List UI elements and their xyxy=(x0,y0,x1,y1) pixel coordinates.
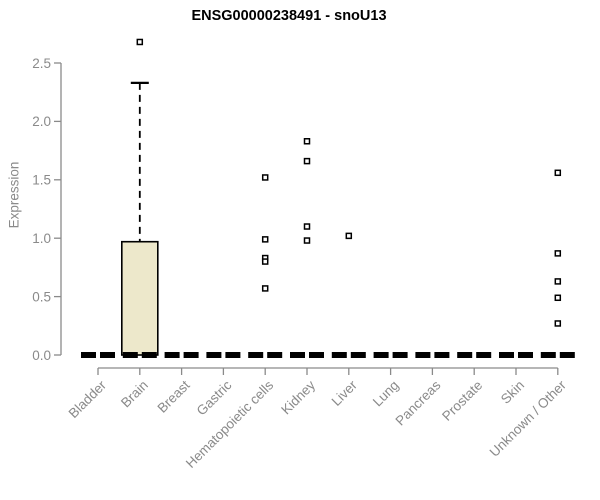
x-tick-label-gastric: Gastric xyxy=(194,377,235,418)
outlier-point xyxy=(136,38,144,46)
x-tick-label-breast: Breast xyxy=(155,377,193,415)
box-rect xyxy=(121,240,159,356)
x-tick-label-lung: Lung xyxy=(370,378,402,410)
y-tick-label: 1.5 xyxy=(32,173,51,188)
y-tick-label: 0.0 xyxy=(32,348,51,363)
outlier-point xyxy=(261,174,269,181)
outlier-point xyxy=(554,294,562,302)
x-tick-label-pancreas: Pancreas xyxy=(393,377,444,428)
y-axis-title: Expression xyxy=(6,161,22,229)
outlier-point xyxy=(303,138,311,145)
x-tick-label-brain: Brain xyxy=(118,378,151,411)
outlier-point xyxy=(554,250,562,257)
outlier-point xyxy=(261,285,269,292)
x-tick-label-bladder: Bladder xyxy=(66,377,110,421)
x-tick-label-prostate: Prostate xyxy=(439,378,485,424)
x-tick-label-skin: Skin xyxy=(498,378,527,407)
x-tick-label-unknown-other: Unknown / Other xyxy=(487,377,570,460)
y-tick-label: 2.5 xyxy=(32,56,51,71)
y-tick-label: 1.0 xyxy=(32,231,51,246)
outlier-point xyxy=(261,236,269,243)
outlier-point xyxy=(303,157,311,165)
x-tick-label-liver: Liver xyxy=(329,377,361,409)
outlier-point xyxy=(303,237,311,244)
outlier-point xyxy=(554,278,562,285)
x-tick-label-kidney: Kidney xyxy=(278,377,318,417)
outlier-point xyxy=(303,223,311,230)
outlier-point xyxy=(554,169,562,177)
chart-title: ENSG00000238491 - snoU13 xyxy=(191,8,387,24)
y-tick-label: 2.0 xyxy=(32,114,51,129)
outlier-point xyxy=(554,320,562,327)
outlier-point xyxy=(345,232,353,240)
y-tick-label: 0.5 xyxy=(32,289,51,304)
outlier-point xyxy=(261,258,269,265)
